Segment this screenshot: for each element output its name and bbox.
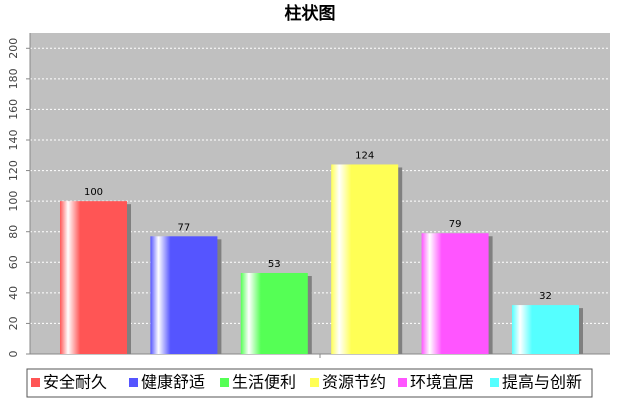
y-tick-label: 120 [7,160,20,181]
legend-swatch [310,378,319,387]
value-label: 77 [178,222,191,233]
legend-label: 提高与创新 [502,373,582,392]
y-tick-label: 80 [7,225,20,239]
value-label: 100 [84,187,103,198]
y-tick-label: 20 [7,316,20,330]
bar [240,272,308,354]
y-tick-label: 0 [7,351,20,358]
value-label: 79 [449,219,462,230]
legend-swatch [490,378,499,387]
value-label: 32 [539,291,552,302]
bar [60,201,127,354]
legend-label: 安全耐久 [43,373,107,392]
legend-label: 环境宜居 [410,373,474,392]
legend-swatch [398,378,407,387]
value-label: 53 [268,259,281,270]
y-tick-label: 180 [7,68,20,89]
y-tick-label: 100 [7,191,20,212]
legend-label: 生活便利 [232,373,296,392]
bar [150,236,218,354]
value-label: 124 [355,150,374,161]
bar [512,305,579,354]
y-tick-label: 140 [7,130,20,151]
y-tick-label: 200 [7,38,20,59]
legend-swatch [220,378,229,387]
legend-label: 资源节约 [322,373,386,392]
chart-title: 柱状图 [285,3,336,24]
bar [421,233,489,354]
y-tick-label: 40 [7,286,20,300]
legend-label: 健康舒适 [141,373,205,392]
legend-swatch [129,378,138,387]
y-tick-label: 60 [7,255,20,269]
legend-swatch [31,378,40,387]
y-tick-label: 160 [7,99,20,120]
bar [331,164,399,354]
